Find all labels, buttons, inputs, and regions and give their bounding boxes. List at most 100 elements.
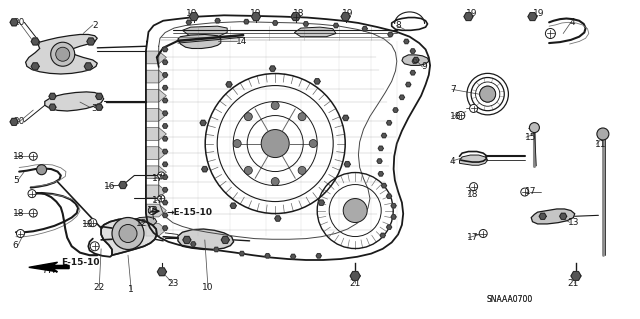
Text: 18: 18 [147, 206, 159, 215]
Text: 18: 18 [467, 190, 479, 199]
Polygon shape [163, 124, 168, 128]
Polygon shape [244, 19, 249, 24]
Circle shape [29, 152, 37, 160]
Polygon shape [380, 233, 385, 238]
Polygon shape [388, 32, 393, 37]
Polygon shape [406, 82, 411, 87]
Circle shape [309, 139, 317, 148]
Polygon shape [412, 59, 417, 63]
Text: 20: 20 [13, 117, 25, 126]
Polygon shape [413, 57, 419, 63]
Polygon shape [252, 13, 260, 20]
Text: 5: 5 [13, 176, 19, 185]
Circle shape [298, 113, 306, 121]
Text: →E-15-10: →E-15-10 [166, 208, 212, 217]
Polygon shape [10, 19, 18, 26]
Circle shape [119, 225, 137, 242]
Polygon shape [275, 216, 281, 221]
Circle shape [89, 219, 97, 227]
Polygon shape [133, 217, 157, 226]
Polygon shape [101, 219, 157, 255]
Polygon shape [333, 23, 339, 28]
Polygon shape [387, 121, 392, 125]
Polygon shape [10, 118, 18, 125]
Polygon shape [341, 13, 350, 20]
Text: 23: 23 [167, 279, 179, 288]
Text: SNAAA0700: SNAAA0700 [486, 295, 532, 304]
Polygon shape [378, 172, 383, 176]
Polygon shape [214, 247, 219, 252]
Text: 22: 22 [93, 283, 105, 292]
Polygon shape [163, 111, 168, 115]
Text: 20: 20 [13, 18, 25, 27]
Circle shape [529, 122, 540, 133]
Circle shape [28, 189, 36, 198]
Polygon shape [230, 203, 236, 208]
Polygon shape [303, 22, 308, 26]
Text: 19: 19 [342, 9, 354, 18]
Text: 7: 7 [450, 85, 456, 94]
Circle shape [343, 198, 367, 223]
Polygon shape [202, 167, 208, 172]
Polygon shape [119, 182, 127, 189]
Text: 4: 4 [450, 157, 456, 166]
Polygon shape [163, 85, 168, 90]
Polygon shape [377, 159, 382, 163]
Polygon shape [163, 162, 168, 167]
Circle shape [36, 165, 47, 175]
Polygon shape [391, 204, 396, 208]
Polygon shape [146, 89, 166, 102]
Circle shape [148, 206, 156, 215]
Polygon shape [146, 166, 166, 179]
Polygon shape [391, 215, 396, 219]
Text: E-15-10: E-15-10 [61, 258, 99, 267]
Polygon shape [183, 236, 191, 243]
Polygon shape [178, 34, 221, 48]
Polygon shape [163, 98, 168, 103]
Polygon shape [45, 92, 104, 111]
Polygon shape [314, 79, 320, 84]
Polygon shape [350, 271, 360, 280]
Polygon shape [393, 108, 398, 112]
Polygon shape [294, 27, 336, 37]
Polygon shape [178, 229, 234, 249]
Polygon shape [221, 236, 229, 243]
Polygon shape [182, 26, 227, 37]
Text: 21: 21 [349, 279, 361, 288]
Polygon shape [387, 194, 392, 198]
Text: 17: 17 [152, 197, 163, 205]
Circle shape [29, 209, 37, 217]
Polygon shape [87, 38, 95, 45]
Polygon shape [316, 254, 321, 258]
Polygon shape [146, 108, 166, 121]
Polygon shape [460, 155, 488, 165]
Polygon shape [464, 13, 473, 20]
Text: SNAAA0700: SNAAA0700 [486, 295, 532, 304]
Polygon shape [146, 223, 166, 236]
Polygon shape [191, 242, 196, 246]
Circle shape [271, 101, 279, 109]
Circle shape [158, 172, 164, 179]
Circle shape [244, 113, 252, 121]
Polygon shape [291, 13, 300, 20]
Polygon shape [146, 147, 166, 160]
Polygon shape [49, 93, 56, 100]
Polygon shape [381, 133, 387, 138]
Polygon shape [531, 209, 575, 224]
Text: 15: 15 [525, 133, 536, 142]
Polygon shape [528, 13, 537, 20]
Text: 6: 6 [13, 241, 19, 250]
Polygon shape [571, 271, 581, 280]
Polygon shape [410, 49, 415, 53]
Polygon shape [146, 128, 166, 140]
Polygon shape [362, 26, 367, 31]
Polygon shape [200, 120, 206, 125]
Polygon shape [163, 188, 168, 192]
Polygon shape [265, 254, 270, 258]
Polygon shape [96, 104, 102, 110]
Polygon shape [215, 19, 220, 23]
Polygon shape [226, 82, 232, 87]
Text: 11: 11 [595, 140, 607, 149]
Text: 19: 19 [186, 9, 197, 18]
Circle shape [17, 229, 24, 238]
